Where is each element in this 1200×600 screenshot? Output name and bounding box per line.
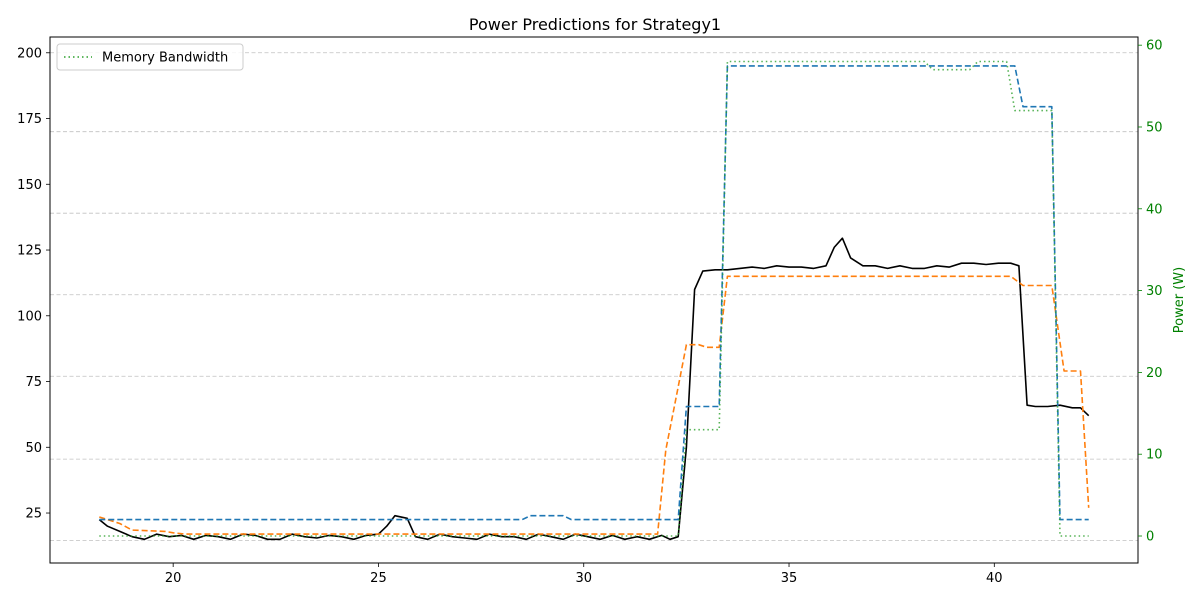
plot-frame [49,36,1139,564]
legend-label-memory-bandwidth: Memory Bandwidth [102,51,228,66]
right-y-tick-label: 0 [1146,530,1154,545]
left-y-tick-label: 175 [17,112,42,127]
right-y-tick-label: 50 [1146,120,1163,135]
right-axis-ticks: 0 10 20 30 40 50 60 [1138,39,1163,545]
legend-box [56,43,244,71]
right-y-tick-label: 10 [1146,448,1163,463]
right-axis-label: Power (W) [1172,267,1187,333]
grid-lines [50,52,1138,542]
left-y-tick-label: 75 [25,375,42,390]
left-y-tick-label: 50 [25,441,42,456]
series-line-4 [99,60,1089,537]
x-tick-label: 30 [575,571,592,586]
x-axis-ticks: 20 25 30 35 40 [165,563,1003,586]
x-tick-label: 35 [781,571,798,586]
right-y-tick-label: 40 [1146,202,1163,217]
legend: Memory Bandwidth [56,43,244,71]
x-tick-label: 20 [165,571,182,586]
x-tick-label: 40 [986,571,1003,586]
series-line-3 [99,65,1089,521]
series-line-1 [98,237,1090,541]
right-y-tick-label: 30 [1146,284,1163,299]
left-axis-ticks: 25 50 75 100 125 150 175 200 [17,46,50,522]
x-tick-label: 25 [370,571,387,586]
left-y-tick-label: 125 [17,244,42,259]
left-y-tick-label: 25 [25,507,42,522]
left-y-tick-label: 100 [17,309,42,324]
right-y-tick-label: 60 [1146,39,1163,54]
left-y-tick-label: 150 [17,178,42,193]
series-group [98,60,1090,541]
chart-title: Power Predictions for Strategy1 [469,15,721,34]
series-line-2 [99,275,1090,535]
right-y-tick-label: 20 [1146,366,1163,381]
left-y-tick-label: 200 [17,46,42,61]
